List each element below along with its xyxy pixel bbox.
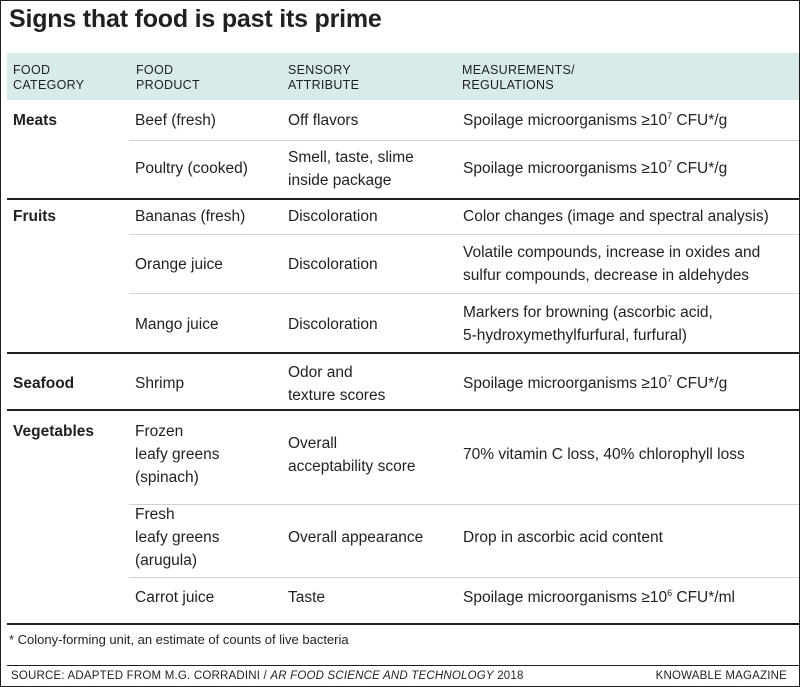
row-divider <box>129 577 799 578</box>
table-row-fresh-greens-sensory: Overall appearance <box>288 529 424 546</box>
category-vegetables: Vegetables <box>13 423 94 440</box>
table-row-poultry-sensory: Smell, taste, slime inside package <box>288 149 414 189</box>
header-food-category: FOOD CATEGORY <box>13 63 85 92</box>
table-row-beef-measure: Spoilage microorganisms ≥107 CFU*/g <box>463 110 728 129</box>
page-title: Signs that food is past its prime <box>9 5 382 33</box>
table-row-fresh-greens-product: Fresh leafy greens (arugula) <box>135 506 220 569</box>
table-row-frozen-greens-sensory: Overall acceptability score <box>288 435 416 475</box>
header-measurements-regulations: MEASUREMENTS/ REGULATIONS <box>462 63 575 92</box>
category-meats: Meats <box>13 112 57 129</box>
table-row-frozen-greens-product: Frozen leafy greens (spinach) <box>135 423 220 486</box>
table-row-orange-juice-product: Orange juice <box>135 256 223 273</box>
table-row-fresh-greens-measure: Drop in ascorbic acid content <box>463 529 663 546</box>
group-divider <box>7 352 799 354</box>
group-divider <box>7 409 799 411</box>
table-row-orange-juice-sensory: Discoloration <box>288 256 378 273</box>
table-row-shrimp-sensory: Odor and texture scores <box>288 364 386 404</box>
table-row-mango-juice-product: Mango juice <box>135 316 219 333</box>
table-row-beef-product: Beef (fresh) <box>135 112 216 129</box>
table-row-poultry-product: Poultry (cooked) <box>135 160 248 177</box>
category-seafood: Seafood <box>13 375 75 392</box>
row-divider <box>129 234 799 235</box>
group-divider <box>7 623 799 625</box>
table-row-frozen-greens-measure: 70% vitamin C loss, 40% chlorophyll loss <box>463 446 745 463</box>
table-row-carrot-juice-measure: Spoilage microorganisms ≥106 CFU*/ml <box>463 587 735 606</box>
table-row-bananas-product: Bananas (fresh) <box>135 208 246 225</box>
table-row-mango-juice-measure: Markers for browning (ascorbic acid, 5-h… <box>463 304 713 344</box>
footer-divider <box>7 665 799 666</box>
table-row-shrimp-product: Shrimp <box>135 375 185 392</box>
source-credit: SOURCE: ADAPTED FROM M.G. CORRADINI / AR… <box>11 670 524 682</box>
header-food-product: FOOD PRODUCT <box>136 63 200 92</box>
row-divider <box>129 140 799 141</box>
table-header: FOOD CATEGORY FOOD PRODUCT SENSORY ATTRI… <box>7 53 799 100</box>
table-row-carrot-juice-sensory: Taste <box>288 589 326 606</box>
table-row-carrot-juice-product: Carrot juice <box>135 589 215 606</box>
table-row-poultry-measure: Spoilage microorganisms ≥107 CFU*/g <box>463 158 728 177</box>
table-row-orange-juice-measure: Volatile compounds, increase in oxides a… <box>463 244 761 284</box>
category-fruits: Fruits <box>13 208 57 225</box>
group-divider <box>7 198 799 200</box>
row-divider <box>129 293 799 294</box>
footnote: * Colony-forming unit, an estimate of co… <box>9 632 349 647</box>
row-divider <box>129 504 799 505</box>
table-row-beef-sensory: Off flavors <box>288 112 359 129</box>
table-row-bananas-measure: Color changes (image and spectral analys… <box>463 208 769 225</box>
table-row-mango-juice-sensory: Discoloration <box>288 316 378 333</box>
header-sensory-attribute: SENSORY ATTRIBUTE <box>288 63 360 92</box>
table-row-shrimp-measure: Spoilage microorganisms ≥107 CFU*/g <box>463 373 728 392</box>
publisher-credit: KNOWABLE MAGAZINE <box>655 670 787 682</box>
table-row-bananas-sensory: Discoloration <box>288 208 378 225</box>
